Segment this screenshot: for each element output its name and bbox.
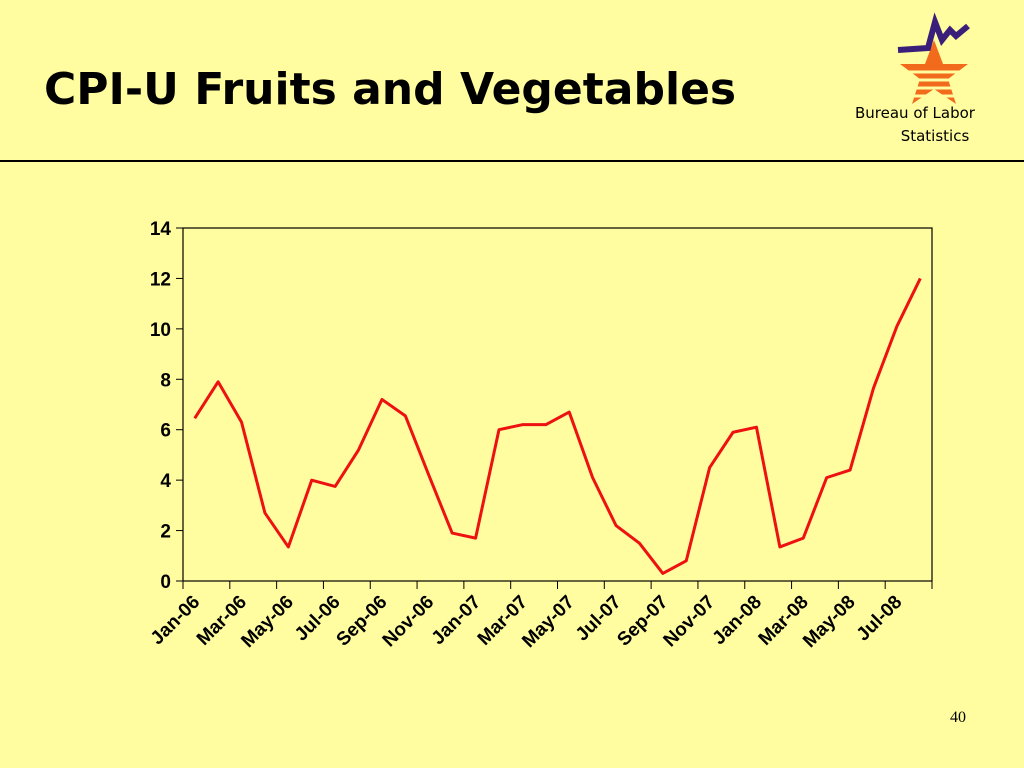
y-tick-label: 4 — [160, 471, 171, 492]
y-tick-label: 2 — [160, 522, 171, 543]
agency-line: Statistics — [901, 127, 970, 145]
x-tick-label: Jul-08 — [853, 592, 907, 646]
y-tick-label: 10 — [150, 320, 171, 341]
y-tick-label: 0 — [160, 572, 171, 593]
y-tick-label: 12 — [150, 269, 171, 290]
x-tick-label: Jan-06 — [147, 592, 204, 649]
y-tick-label: 8 — [160, 370, 171, 391]
x-tick-label: May-08 — [799, 592, 859, 652]
x-tick-label: Nov-06 — [379, 592, 439, 652]
x-tick-label: Jan-08 — [709, 592, 766, 649]
x-tick-label: Jan-07 — [428, 592, 485, 649]
x-tick-label: May-06 — [237, 592, 297, 652]
x-tick-label: May-07 — [518, 592, 578, 652]
data-line — [193, 277, 922, 575]
bls-logo — [897, 12, 970, 104]
page-number: 40 — [950, 709, 966, 726]
slide-title: CPI-U Fruits and Vegetables — [44, 64, 736, 115]
x-tick-label: Nov-07 — [660, 592, 720, 652]
agency-line: Bureau of Labor — [855, 104, 976, 122]
y-tick-label: 6 — [160, 421, 171, 442]
y-tick-label: 14 — [150, 219, 172, 240]
